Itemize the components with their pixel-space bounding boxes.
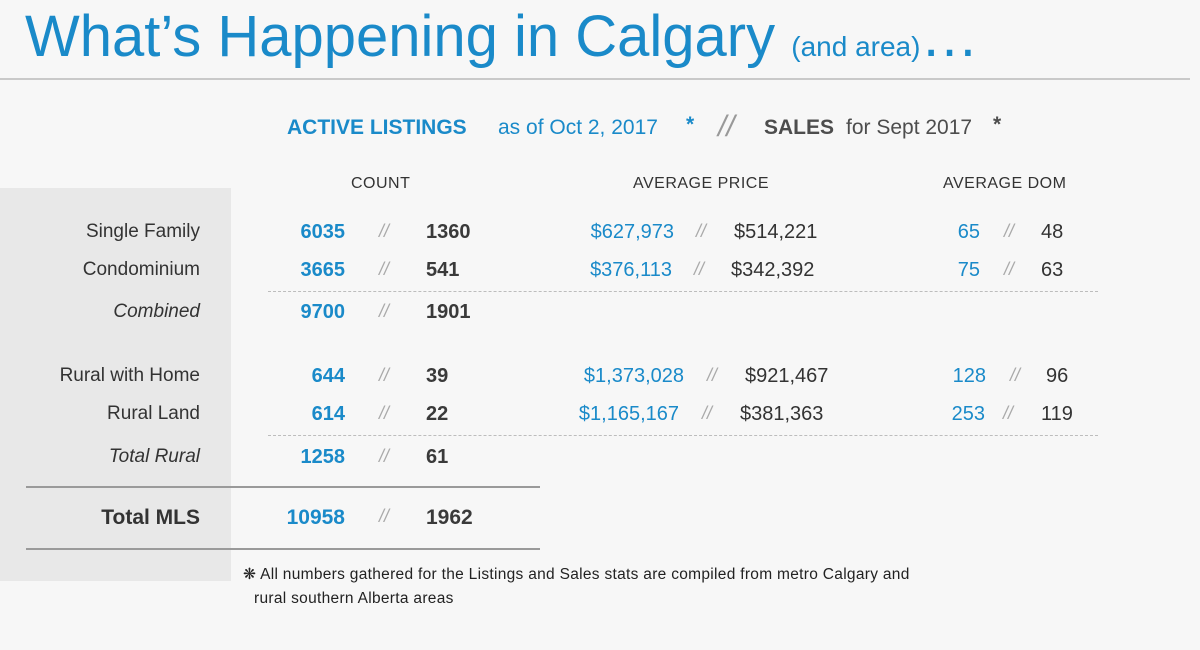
- sales-count: 22: [426, 403, 449, 425]
- listings-count: 9700: [300, 301, 346, 323]
- column-header-count: COUNT: [351, 175, 411, 192]
- sales-count: 541: [426, 259, 460, 281]
- row-label: Rural with Home: [59, 365, 200, 386]
- column-header-average-dom: AVERAGE DOM: [943, 175, 1067, 192]
- title-ellipsis: …: [920, 4, 979, 69]
- section-heading: ACTIVE LISTINGS as of Oct 2, 2017 * // S…: [0, 110, 1200, 146]
- row-label: Condominium: [82, 259, 200, 280]
- table-row: Condominium 3665 // 541 $376,113 // $342…: [0, 259, 1200, 289]
- heading-separator: //: [718, 110, 735, 143]
- value-separator: //: [1004, 259, 1015, 279]
- sales-average-dom: 119: [1041, 403, 1073, 425]
- listings-count: 1258: [300, 446, 346, 468]
- active-listings-label: ACTIVE LISTINGS: [287, 116, 467, 139]
- value-separator: //: [379, 365, 390, 385]
- listings-average-price: $1,373,028: [583, 365, 684, 387]
- value-separator: //: [379, 506, 390, 526]
- sales-asterisk: *: [993, 113, 1002, 136]
- row-label: Total MLS: [101, 506, 200, 529]
- listings-average-dom: 75: [957, 259, 980, 281]
- dashed-divider: [268, 291, 1098, 292]
- listings-count: 644: [311, 365, 345, 387]
- row-label: Rural Land: [107, 403, 200, 424]
- value-separator: //: [702, 403, 713, 423]
- value-separator: //: [707, 365, 718, 385]
- title-sub: (and area): [791, 31, 921, 62]
- column-header-average-price: AVERAGE PRICE: [633, 175, 770, 192]
- dashed-divider: [268, 435, 1098, 436]
- total-divider-top: [26, 486, 540, 488]
- value-separator: //: [696, 221, 707, 241]
- listings-count: 6035: [300, 221, 346, 243]
- sales-count: 39: [426, 365, 449, 387]
- sales-period: for Sept 2017: [846, 116, 973, 139]
- sales-average-price: $381,363: [740, 403, 824, 425]
- listings-count: 10958: [286, 506, 345, 529]
- sales-average-dom: 63: [1041, 259, 1064, 281]
- table-row: Rural Land 614 // 22 $1,165,167 // $381,…: [0, 403, 1200, 433]
- total-divider-bottom: [26, 548, 540, 550]
- value-separator: //: [694, 259, 705, 279]
- sales-count: 1962: [426, 506, 473, 529]
- row-label: Combined: [113, 301, 200, 322]
- footnote-line-2: rural southern Alberta areas: [254, 590, 454, 607]
- sales-label: SALES: [764, 116, 835, 139]
- footnote-mark: ❋: [243, 566, 257, 583]
- title-divider: [0, 78, 1190, 80]
- listings-average-price: $376,113: [590, 259, 672, 281]
- sales-count: 1360: [426, 221, 471, 243]
- sales-average-price: $514,221: [734, 221, 818, 243]
- sales-average-dom: 48: [1041, 221, 1064, 243]
- row-label-panel: [0, 188, 231, 581]
- listings-average-price: $627,973: [590, 221, 674, 243]
- sales-count: 61: [426, 446, 449, 468]
- table-row: Rural with Home 644 // 39 $1,373,028 // …: [0, 365, 1200, 395]
- sales-count: 1901: [426, 301, 471, 323]
- value-separator: //: [379, 221, 390, 241]
- listings-average-dom: 253: [951, 403, 985, 425]
- sales-average-price: $342,392: [731, 259, 815, 281]
- listings-average-price: $1,165,167: [578, 403, 679, 425]
- active-listings-date: as of Oct 2, 2017: [498, 116, 658, 139]
- table-row: Combined 9700 // 1901: [0, 301, 1200, 331]
- listings-asterisk: *: [686, 113, 695, 136]
- row-label: Total Rural: [108, 446, 200, 467]
- value-separator: //: [379, 259, 390, 279]
- table-row: Single Family 6035 // 1360 $627,973 // $…: [0, 221, 1200, 251]
- table-row: Total Rural 1258 // 61: [0, 446, 1200, 476]
- value-separator: //: [1004, 221, 1015, 241]
- sales-average-price: $921,467: [745, 365, 829, 387]
- listings-count: 614: [311, 403, 345, 425]
- value-separator: //: [379, 301, 390, 321]
- table-row: Total MLS 10958 // 1962: [0, 506, 1200, 536]
- listings-count: 3665: [300, 259, 346, 281]
- footnote-line-1: All numbers gathered for the Listings an…: [260, 566, 910, 583]
- footnote: ❋ All numbers gathered for the Listings …: [243, 563, 1143, 611]
- listings-average-dom: 128: [952, 365, 986, 387]
- value-separator: //: [1010, 365, 1021, 385]
- title-main: What’s Happening in Calgary: [25, 4, 776, 69]
- value-separator: //: [379, 403, 390, 423]
- value-separator: //: [379, 446, 390, 466]
- page-title: What’s Happening in Calgary (and area)…: [25, 0, 978, 80]
- value-separator: //: [1003, 403, 1014, 423]
- listings-average-dom: 65: [957, 221, 980, 243]
- sales-average-dom: 96: [1046, 365, 1069, 387]
- row-label: Single Family: [85, 221, 200, 242]
